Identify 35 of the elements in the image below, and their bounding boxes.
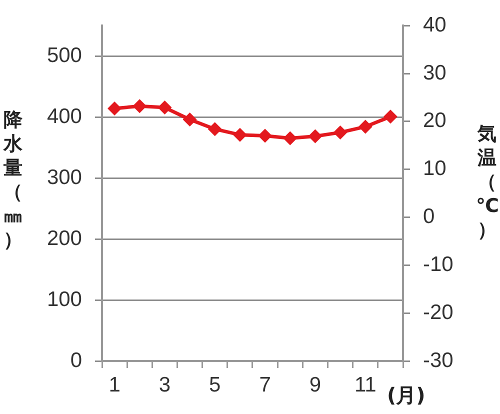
y2-axis-title: 気温（℃）: [476, 122, 500, 242]
y2-tick-label: 20: [423, 109, 446, 132]
y-tick-label: 100: [46, 288, 82, 311]
point: [108, 101, 122, 116]
x-axis-title: (月): [387, 382, 426, 409]
y-tick-label: 0: [70, 348, 82, 372]
x-tick-label: 3: [158, 373, 171, 396]
point: [383, 110, 398, 124]
point: [132, 99, 147, 114]
point: [158, 100, 172, 115]
y2-tick-label: -30: [423, 348, 454, 372]
y2-tick-label: 40: [423, 13, 446, 36]
y2-tick-label: -20: [423, 300, 454, 324]
x-tick-label: 11: [354, 373, 376, 396]
y-tick-label: 200: [46, 226, 82, 250]
y-axis-title: 降水量（㎜）: [2, 108, 24, 252]
x-tick-label: 7: [259, 373, 271, 396]
y2-tick-label: 10: [423, 157, 446, 180]
point: [283, 131, 298, 146]
y-tick-label: 300: [46, 166, 82, 189]
x-tick-label: 5: [209, 373, 221, 396]
y-tick-label: 500: [46, 44, 82, 67]
y2-tick-label: -10: [423, 252, 454, 276]
point: [308, 129, 322, 144]
y2-tick-label: 0: [423, 205, 435, 228]
point: [208, 122, 222, 136]
y-tick-label: 400: [46, 104, 82, 128]
x-tick-label: 9: [309, 373, 322, 396]
point: [258, 128, 272, 143]
point: [358, 120, 372, 134]
y2-tick-label: 30: [423, 61, 446, 84]
point: [182, 112, 197, 127]
point: [232, 128, 247, 142]
x-tick-label: 1: [108, 373, 120, 396]
point: [333, 125, 348, 140]
